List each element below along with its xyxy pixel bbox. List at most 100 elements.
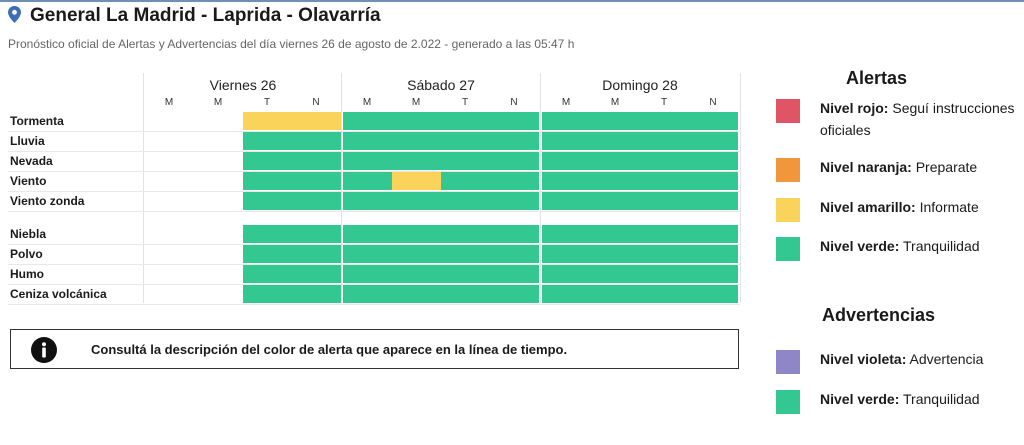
- timeline-cell: [392, 172, 441, 190]
- row-label: Ceniza volcánica: [10, 287, 107, 301]
- row-label: Viento zonda: [10, 194, 85, 208]
- row-separator: [8, 304, 740, 305]
- row-label: Tormenta: [10, 114, 64, 128]
- legend-swatch-verde: [776, 237, 800, 261]
- timeline-cell: [542, 192, 591, 210]
- timeline-cell: [343, 112, 392, 130]
- timeline-cell: [591, 112, 640, 130]
- location-pin-icon: [8, 6, 21, 23]
- period-label: N: [709, 97, 717, 108]
- timeline-cell: [292, 192, 341, 210]
- row-separator: [8, 284, 740, 285]
- timeline-cell: [441, 245, 490, 263]
- legend-level-name: Nivel rojo:: [820, 100, 889, 116]
- timeline-cell: [243, 285, 292, 303]
- info-icon: [31, 337, 57, 363]
- timeline-cell: [640, 112, 689, 130]
- legend-level-name: Nivel verde:: [820, 391, 900, 407]
- timeline-cell: [243, 172, 292, 190]
- period-label: M: [610, 97, 620, 108]
- timeline-cell: [640, 265, 689, 283]
- legend-level-desc: Tranquilidad: [899, 391, 980, 407]
- timeline-cell: [542, 152, 591, 170]
- timeline-cell: [640, 225, 689, 243]
- timeline-cell: [243, 192, 292, 210]
- timeline-cell: [392, 265, 441, 283]
- timeline-cell: [490, 192, 539, 210]
- row-separator: [8, 264, 740, 265]
- timeline-cell: [343, 285, 392, 303]
- column-divider: [740, 73, 741, 303]
- info-box: Consultá la descripción del color de ale…: [10, 329, 739, 369]
- timeline-cell: [542, 172, 591, 190]
- timeline-cell: [292, 265, 341, 283]
- timeline-cell: [343, 265, 392, 283]
- row-separator: [8, 151, 740, 152]
- legend-level-name: Nivel amarillo:: [820, 199, 916, 215]
- column-divider: [143, 73, 144, 303]
- timeline-cell: [490, 172, 539, 190]
- page-subtitle: Pronóstico oficial de Alertas y Adverten…: [8, 37, 575, 51]
- timeline-cell: [392, 285, 441, 303]
- timeline-cell: [292, 112, 341, 130]
- row-separator: [8, 191, 740, 192]
- legend-item-rojo: Nivel rojo: Seguí instrucciones oficiale…: [820, 97, 1015, 141]
- legend-item-verde: Nivel verde: Tranquilidad: [820, 235, 1015, 257]
- period-label: M: [213, 97, 223, 108]
- legend-swatch-violeta: [776, 350, 800, 374]
- timeline-cell: [640, 132, 689, 150]
- timeline-cell: [441, 192, 490, 210]
- day-header: Sábado 27: [407, 77, 475, 93]
- timeline-cell: [689, 132, 738, 150]
- legend-item-violeta: Nivel violeta: Advertencia: [820, 348, 1015, 370]
- timeline-cell: [689, 152, 738, 170]
- timeline-cell: [441, 265, 490, 283]
- period-label: M: [411, 97, 421, 108]
- timeline-cell: [343, 152, 392, 170]
- timeline-cell: [392, 112, 441, 130]
- timeline-cell: [392, 245, 441, 263]
- timeline-cell: [542, 285, 591, 303]
- timeline-cell: [292, 172, 341, 190]
- timeline-cell: [689, 225, 738, 243]
- timeline-cell: [689, 192, 738, 210]
- timeline-cell: [542, 265, 591, 283]
- timeline-cell: [490, 225, 539, 243]
- timeline-cell: [441, 112, 490, 130]
- timeline-cell: [441, 132, 490, 150]
- period-label: N: [312, 97, 320, 108]
- period-label: M: [164, 97, 174, 108]
- timeline-cell: [343, 225, 392, 243]
- timeline-cell: [640, 245, 689, 263]
- top-border: [0, 0, 1024, 2]
- row-separator: [8, 244, 740, 245]
- timeline-cell: [243, 265, 292, 283]
- timeline-cell: [591, 172, 640, 190]
- timeline-cell: [640, 192, 689, 210]
- timeline-cell: [292, 245, 341, 263]
- timeline-cell: [542, 112, 591, 130]
- legend-level-desc: Advertencia: [906, 351, 984, 367]
- column-divider: [341, 73, 342, 303]
- row-label: Polvo: [10, 247, 43, 261]
- day-header: Domingo 28: [602, 77, 678, 93]
- row-separator: [8, 211, 740, 212]
- timeline-cell: [343, 132, 392, 150]
- timeline-cell: [392, 192, 441, 210]
- timeline-cell: [591, 192, 640, 210]
- timeline-cell: [392, 225, 441, 243]
- timeline-cell: [591, 285, 640, 303]
- legend-item-amarillo: Nivel amarillo: Informate: [820, 196, 1015, 218]
- period-label: M: [362, 97, 372, 108]
- timeline-cell: [243, 132, 292, 150]
- timeline-cell: [542, 132, 591, 150]
- timeline-cell: [292, 152, 341, 170]
- period-label: M: [561, 97, 571, 108]
- row-label: Viento: [10, 174, 47, 188]
- timeline-cell: [542, 245, 591, 263]
- timeline-cell: [343, 172, 392, 190]
- timeline-cell: [542, 225, 591, 243]
- timeline-cell: [640, 172, 689, 190]
- timeline-cell: [243, 152, 292, 170]
- timeline-cell: [490, 132, 539, 150]
